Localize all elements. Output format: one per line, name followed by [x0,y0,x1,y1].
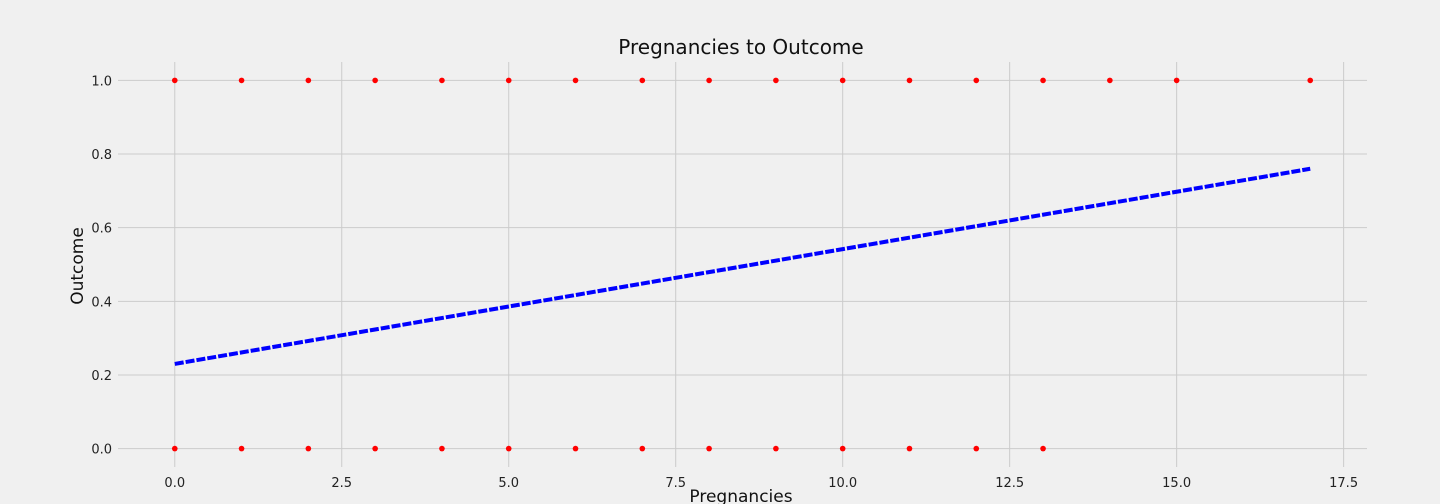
data-point [773,445,779,452]
data-point [1307,77,1314,84]
y-tick-label: 0.4 [91,295,112,310]
data-point [906,445,913,452]
data-point [639,445,646,452]
data-point [706,77,712,84]
x-tick-label: 12.5 [995,476,1024,491]
data-point [572,445,579,452]
data-point [1040,445,1046,452]
x-tick-label: 0.0 [164,476,185,491]
data-point [1040,77,1046,84]
x-tick-label: 17.5 [1329,476,1358,491]
x-tick-label: 10.0 [828,476,857,491]
data-point [572,77,579,84]
data-point [1107,77,1113,84]
data-point [1173,77,1180,84]
y-tick-label: 0.8 [91,148,112,163]
grid-lines [118,62,1367,467]
y-tick-label: 0.2 [91,369,112,384]
data-point [773,77,779,84]
regression-line-layer [174,166,1311,366]
data-point [839,445,846,452]
data-point [973,77,980,84]
data-point [372,445,378,452]
tick-labels: 0.0 2.5 5.0 7.5 10.0 12.5 15.0 17.5 0.0 0.2 0.4 0.6… [91,74,1358,490]
chart-title: Pregnancies to Outcome [618,35,863,59]
y-tick-label: 0.0 [91,443,112,458]
data-point [973,445,980,452]
x-tick-label: 15.0 [1162,476,1191,491]
data-point [505,445,512,452]
y-axis-label: Outcome [68,227,88,305]
y-tick-label: 1.0 [91,74,112,89]
data-point [305,445,312,452]
data-point [906,77,913,84]
data-point [439,445,445,452]
x-tick-label: 2.5 [331,476,352,491]
data-point [372,77,378,84]
data-point [305,77,312,84]
y-tick-label: 0.6 [91,222,112,237]
data-point [238,77,245,84]
data-point [238,445,245,452]
x-axis-label: Pregnancies [689,487,792,504]
data-point [839,77,846,84]
regression-line [174,166,1311,366]
data-point [439,77,445,84]
data-point [706,445,712,452]
data-point [639,77,646,84]
data-point [171,77,178,84]
data-point [171,445,178,452]
scatter-points-layer [171,77,1314,452]
x-tick-label: 5.0 [498,476,519,491]
x-tick-label: 7.5 [665,476,686,491]
data-point [505,77,512,84]
